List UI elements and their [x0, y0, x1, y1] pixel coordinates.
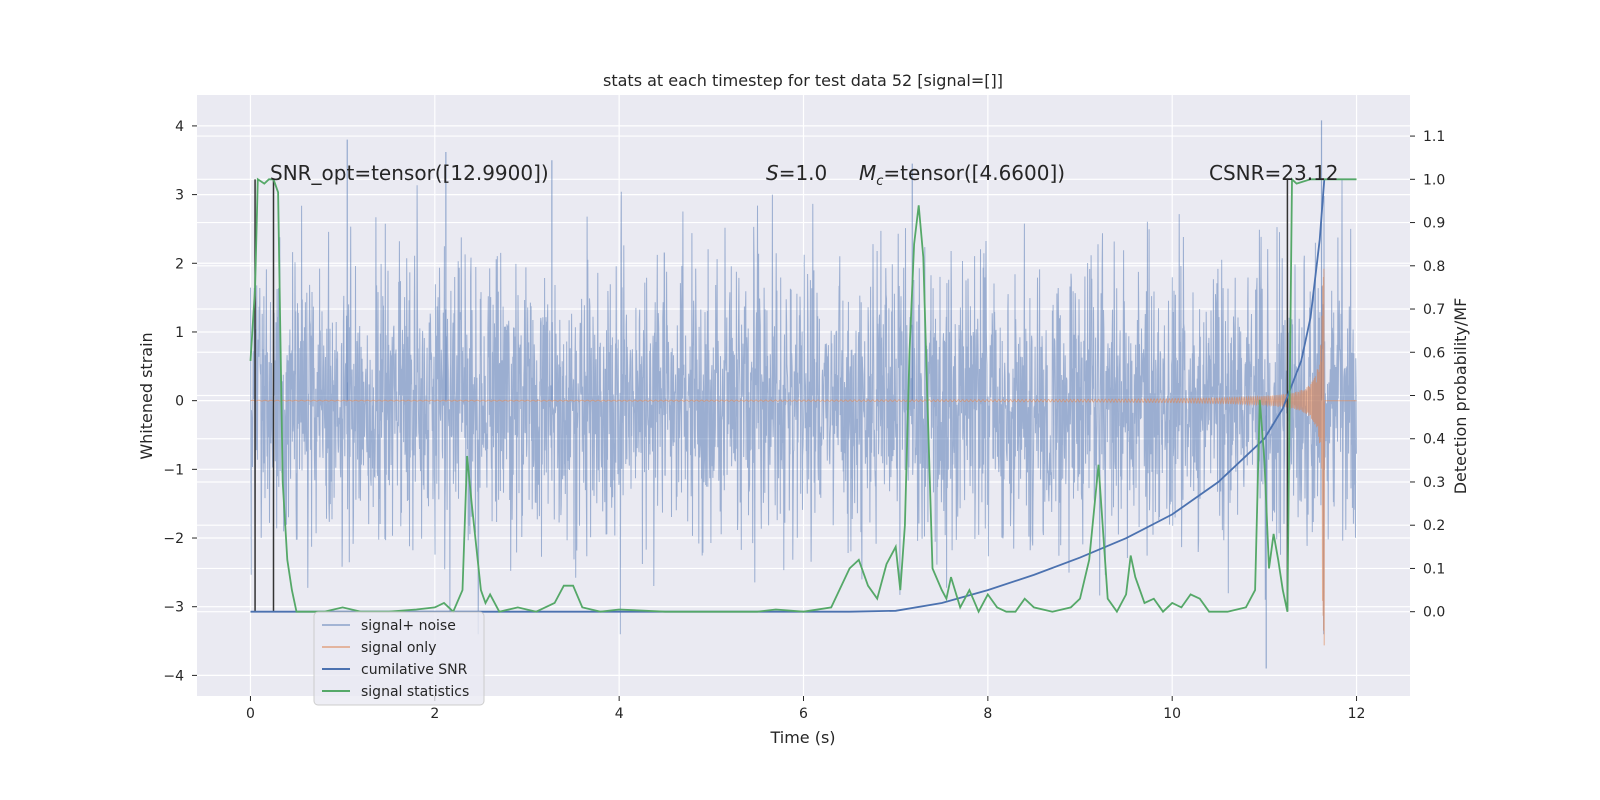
x-tick-label: 12 [1348, 706, 1366, 722]
y-right-tick-label: 0.5 [1423, 389, 1445, 405]
y-right-tick-label: 0.9 [1423, 216, 1445, 232]
signal-noise-trace [250, 179, 1357, 635]
annotation-csnr: CSNR=23.12 [1209, 161, 1339, 185]
y-right-tick-label: 0.8 [1423, 259, 1445, 275]
y-left-axis-ticks: −4 −3 −2 −1 0 1 2 3 4 [163, 119, 197, 684]
y-left-tick-label: −2 [163, 531, 184, 547]
series-signal-only [250, 268, 1357, 646]
series-signal-statistics [249, 177, 1357, 614]
chart-title: stats at each timestep for test data 52 … [603, 71, 1003, 90]
y-left-tick-label: 4 [175, 119, 184, 135]
annotation-s-symbol: S [766, 161, 779, 185]
annotation-snr-opt: SNR_opt=tensor([12.9900]) [270, 161, 549, 185]
y-left-tick-label: 2 [175, 256, 184, 272]
legend-label-cumulative-snr: cumilative SNR [361, 662, 468, 678]
x-tick-label: 0 [246, 706, 255, 722]
y-right-tick-label: 0.0 [1423, 605, 1445, 621]
legend-frame [313, 611, 485, 706]
y-right-tick-label: 1.0 [1423, 172, 1445, 188]
y-axis-label-right: Detection probability/MF [1451, 298, 1470, 495]
y-left-tick-label: −1 [163, 462, 184, 478]
x-tick-label: 10 [1163, 706, 1181, 722]
annotation-mc-subscript: c [876, 174, 883, 189]
y-right-tick-label: 1.1 [1423, 129, 1445, 145]
y-right-tick-label: 0.2 [1423, 518, 1445, 534]
x-tick-label: 2 [430, 706, 439, 722]
legend-label-signal-statistics: signal statistics [361, 684, 469, 700]
y-left-tick-label: 1 [175, 325, 184, 341]
y-right-tick-label: 0.6 [1423, 345, 1445, 361]
x-tick-label: 8 [983, 706, 992, 722]
series-cumulative-snr [250, 179, 1326, 613]
y-right-tick-label: 0.1 [1423, 561, 1445, 577]
y-right-axis-ticks: 0.0 0.1 0.2 0.3 0.4 0.5 0.6 0.7 0.8 0.9 1.0 1.1 [1410, 129, 1445, 621]
x-axis-label: Time (s) [769, 728, 835, 747]
y-left-tick-label: 3 [175, 188, 184, 204]
legend-label-signal-only: signal only [361, 640, 436, 656]
legend-label-signal-noise: signal+ noise [361, 618, 456, 634]
y-axis-label-left: Whitened strain [137, 332, 156, 459]
annotation-s: S=1.0 [766, 161, 827, 185]
y-left-tick-label: 0 [175, 394, 184, 410]
legend: signal+ noise signal only cumilative SNR… [313, 611, 485, 706]
y-right-tick-label: 0.7 [1423, 302, 1445, 318]
signal-only-trace [250, 268, 1357, 646]
x-axis-ticks: 0 2 4 6 8 10 12 [246, 696, 1365, 722]
annotation-mc-symbol: M [859, 161, 876, 185]
y-right-tick-label: 0.4 [1423, 432, 1445, 448]
x-tick-label: 4 [615, 706, 624, 722]
y-right-tick-label: 0.3 [1423, 475, 1445, 491]
y-left-tick-label: −4 [163, 668, 184, 684]
y-left-tick-label: −3 [163, 600, 184, 616]
annotation-mc: Mc=tensor([4.6600]) [859, 161, 1065, 189]
annotation-s-value: =1.0 [779, 161, 828, 185]
x-tick-label: 6 [799, 706, 808, 722]
annotation-mc-value: =tensor([4.6600]) [883, 161, 1065, 185]
